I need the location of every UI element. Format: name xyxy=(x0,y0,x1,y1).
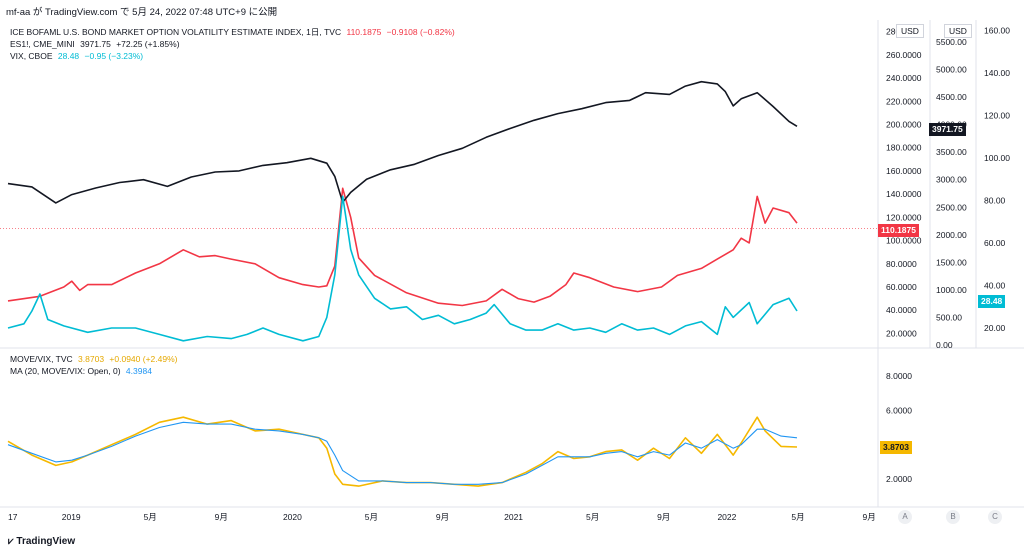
legend-es-name: ES1!, CME_MINI xyxy=(10,39,75,49)
axis1-tick: 200.0000 xyxy=(886,119,922,129)
price-label-ratio: 3.8703 xyxy=(880,441,912,454)
axis1-tick: 180.0000 xyxy=(886,143,922,153)
legend-ma-value: 4.3984 xyxy=(125,366,152,376)
axis3-tick: 40.00 xyxy=(984,281,1006,291)
time-axis-tick: 5月 xyxy=(365,512,378,522)
time-axis-tick: 5月 xyxy=(144,512,157,522)
footer-brand-text: TradingView xyxy=(16,536,76,547)
currency-label-axis1[interactable]: USD xyxy=(896,24,924,38)
time-axis-tick: 9月 xyxy=(436,512,449,522)
series-line-2 xyxy=(7,195,798,342)
axis1-tick: 80.0000 xyxy=(886,259,917,269)
legend-ma: MA (20, MOVE/VIX: Open, 0) 4.3984 xyxy=(10,365,155,377)
axis3-tick: 140.00 xyxy=(984,68,1010,78)
legend-vix-change: −0.95 (−3.23%) xyxy=(84,51,144,61)
axis3-tick: 80.00 xyxy=(984,196,1006,206)
axis3-tick: 100.00 xyxy=(984,153,1010,163)
ratio-axis-tick: 2.0000 xyxy=(886,474,912,484)
time-axis-tick: 5月 xyxy=(586,512,599,522)
time-axis-tick: 2019 xyxy=(62,512,81,522)
publish-info: mf-aa が TradingView.com で 5月 24, 2022 07… xyxy=(6,7,278,18)
axis3-tick: 160.00 xyxy=(984,26,1010,36)
axis2-tick: 5000.00 xyxy=(936,65,967,75)
scale-button-c[interactable]: C xyxy=(988,510,1002,524)
axis1-tick: 160.0000 xyxy=(886,166,922,176)
time-axis-tick: 9月 xyxy=(862,512,875,522)
time-axis-tick: 2021 xyxy=(504,512,523,522)
axis1-tick: 60.0000 xyxy=(886,282,917,292)
axis1-tick: 40.0000 xyxy=(886,305,917,315)
time-axis-tick: 2022 xyxy=(717,512,736,522)
footer-brand[interactable]: ⩗ TradingView xyxy=(8,536,75,547)
time-axis-tick: 9月 xyxy=(215,512,228,522)
axis1-tick: 260.0000 xyxy=(886,50,922,60)
price-label-vix: 28.48 xyxy=(978,295,1006,308)
time-axis-tick: 9月 xyxy=(657,512,670,522)
axis2-tick: 2000.00 xyxy=(936,230,967,240)
axis1-tick: 20.0000 xyxy=(886,328,917,338)
legend-vix-value: 28.48 xyxy=(57,51,80,61)
axis1-tick: 240.0000 xyxy=(886,73,922,83)
axis2-tick: 500.00 xyxy=(936,312,962,322)
tradingview-logo-icon: ⩗ xyxy=(8,536,14,547)
axis3-tick: 60.00 xyxy=(984,238,1006,248)
legend-es: ES1!, CME_MINI 3971.75 +72.25 (+1.85%) xyxy=(10,38,183,50)
legend-move: ICE BOFAML U.S. BOND MARKET OPTION VOLAT… xyxy=(10,26,458,38)
scale-button-a[interactable]: A xyxy=(898,510,912,524)
ratio-series-line-0 xyxy=(7,416,798,487)
axis3-tick: 120.00 xyxy=(984,111,1010,121)
legend-ratio-name: MOVE/VIX, TVC xyxy=(10,354,73,364)
price-label-move: 110.1875 xyxy=(878,224,919,237)
legend-vix-name: VIX, CBOE xyxy=(10,51,53,61)
currency-label-axis2[interactable]: USD xyxy=(944,24,972,38)
axis2-tick: 1000.00 xyxy=(936,285,967,295)
legend-es-value: 3971.75 xyxy=(80,39,111,49)
legend-move-name: ICE BOFAML U.S. BOND MARKET OPTION VOLAT… xyxy=(10,27,342,37)
axis2-tick: 0.00 xyxy=(936,340,953,350)
time-axis-tick: 17 xyxy=(8,512,18,522)
time-axis-tick: 2020 xyxy=(283,512,302,522)
axis2-tick: 4500.00 xyxy=(936,92,967,102)
scale-button-b[interactable]: B xyxy=(946,510,960,524)
ratio-axis-tick: 8.0000 xyxy=(886,371,912,381)
axis1-tick: 100.0000 xyxy=(886,236,922,246)
ratio-axis-tick: 6.0000 xyxy=(886,405,912,415)
ratio-series-line-1 xyxy=(7,421,798,485)
legend-ratio-value: 3.8703 xyxy=(78,354,105,364)
time-axis-tick: 5月 xyxy=(791,512,804,522)
series-line-1 xyxy=(7,80,798,204)
axis2-tick: 1500.00 xyxy=(936,257,967,267)
axis1-tick: 220.0000 xyxy=(886,96,922,106)
series-line-0 xyxy=(7,187,798,307)
axis2-tick: 5500.00 xyxy=(936,37,967,47)
axis1-tick: 120.0000 xyxy=(886,212,922,222)
axis2-tick: 3500.00 xyxy=(936,147,967,157)
legend-vix: VIX, CBOE 28.48 −0.95 (−3.23%) xyxy=(10,50,146,62)
legend-ratio-change: +0.0940 (+2.49%) xyxy=(109,354,178,364)
price-label-es: 3971.75 xyxy=(929,123,966,136)
legend-ma-name: MA (20, MOVE/VIX: Open, 0) xyxy=(10,366,121,376)
legend-ratio: MOVE/VIX, TVC 3.8703 +0.0940 (+2.49%) xyxy=(10,353,180,365)
axis3-tick: 20.00 xyxy=(984,323,1006,333)
legend-es-change: +72.25 (+1.85%) xyxy=(116,39,180,49)
axis1-tick: 140.0000 xyxy=(886,189,922,199)
axis2-tick: 2500.00 xyxy=(936,202,967,212)
legend-move-change: −0.9108 (−0.82%) xyxy=(386,27,455,37)
legend-move-value: 110.1875 xyxy=(346,27,382,37)
axis2-tick: 3000.00 xyxy=(936,175,967,185)
